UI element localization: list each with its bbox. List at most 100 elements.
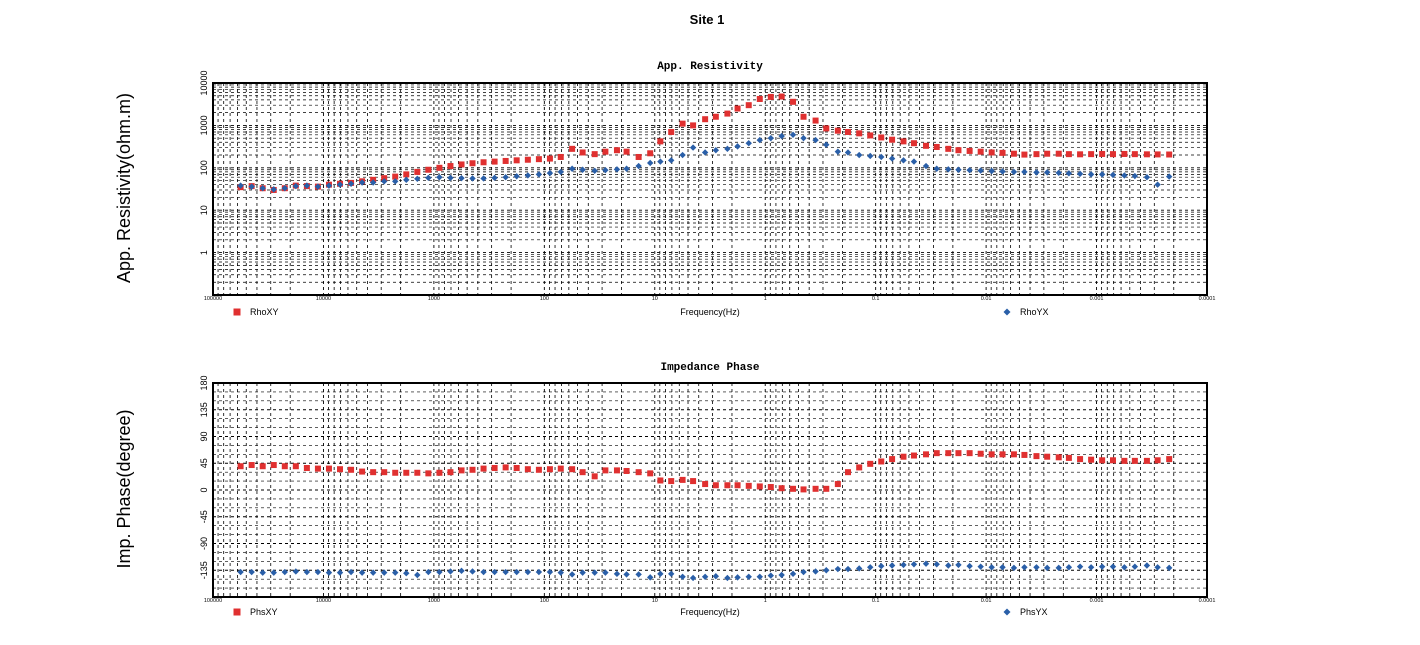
point-phsyx <box>513 568 520 576</box>
point-rhoxy <box>436 164 443 171</box>
point-phsyx <box>689 574 697 582</box>
point-rhoxy <box>945 145 952 152</box>
point-rhoxy <box>623 148 630 155</box>
point-rhoyx <box>524 172 532 179</box>
x-tick-label: 0.0001 <box>1199 296 1216 302</box>
point-rhoxy <box>502 157 509 164</box>
series-phsyx <box>237 560 1173 582</box>
point-phsxy <box>491 465 498 472</box>
point-phsxy <box>469 466 476 473</box>
point-rhoyx <box>647 159 654 167</box>
point-phsyx <box>922 560 930 567</box>
x-tick-label: 100000 <box>204 598 222 604</box>
point-rhoyx <box>1165 173 1173 180</box>
point-rhoxy <box>535 156 542 163</box>
x-tick-label: 0.001 <box>1090 598 1104 604</box>
point-rhoyx <box>1154 181 1161 188</box>
point-rhoyx <box>436 174 443 181</box>
point-phsxy <box>546 466 553 473</box>
x-tick-label: 100 <box>540 296 549 302</box>
point-rhoyx <box>701 149 709 156</box>
legend-label: RhoYX <box>1020 307 1049 317</box>
legend-marker <box>1003 308 1011 316</box>
point-phsyx <box>812 568 819 575</box>
point-rhoxy <box>392 173 399 180</box>
point-rhoxy <box>823 125 830 132</box>
point-rhoxy <box>955 147 962 154</box>
point-phsyx <box>270 569 277 576</box>
point-rhoxy <box>1055 150 1062 157</box>
point-rhoyx <box>1043 169 1051 176</box>
point-rhoxy <box>845 128 852 135</box>
point-phsxy <box>945 450 952 457</box>
point-phsxy <box>1143 457 1150 464</box>
y-tick-label: -135 <box>199 561 209 579</box>
x-tick-label: 0.01 <box>981 296 992 302</box>
point-phsyx <box>458 567 465 575</box>
point-phsxy <box>248 462 255 469</box>
legend-item-phsyx: PhsYX <box>1003 607 1048 617</box>
point-phsxy <box>237 463 244 470</box>
point-rhoxy <box>657 138 664 145</box>
point-rhoyx <box>259 185 266 192</box>
point-phsxy <box>933 450 940 457</box>
x-tick-label: 1 <box>764 598 767 604</box>
y-tick-label: 45 <box>199 458 209 468</box>
point-rhoxy <box>988 149 995 156</box>
point-phsyx <box>469 568 476 575</box>
point-phsyx <box>734 574 741 581</box>
point-phsxy <box>1077 456 1084 463</box>
point-rhoyx <box>635 162 642 170</box>
point-rhoyx <box>325 182 333 189</box>
point-rhoxy <box>569 145 576 152</box>
point-rhoxy <box>1109 151 1116 158</box>
point-rhoxy <box>414 168 421 175</box>
series-rhoyx <box>237 131 1173 193</box>
point-rhoyx <box>623 165 630 172</box>
point-rhoxy <box>425 166 432 173</box>
point-rhoxy <box>635 153 642 160</box>
point-rhoyx <box>358 179 366 186</box>
point-rhoyx <box>945 166 952 173</box>
point-phsyx <box>966 562 973 570</box>
point-rhoyx <box>1087 171 1095 178</box>
point-rhoxy <box>447 163 454 170</box>
point-rhoxy <box>790 98 797 105</box>
point-rhoyx <box>425 174 432 182</box>
point-rhoxy <box>923 142 930 149</box>
point-rhoyx <box>878 153 885 161</box>
point-phsxy <box>790 485 797 492</box>
point-phsyx <box>546 568 554 576</box>
point-phsyx <box>756 573 763 580</box>
point-rhoyx <box>867 152 874 160</box>
plot-frame <box>212 382 1208 598</box>
point-rhoyx <box>734 143 741 150</box>
point-phsyx <box>800 568 807 576</box>
point-phsyx <box>867 564 874 571</box>
point-rhoxy <box>491 158 498 165</box>
point-phsxy <box>579 469 586 476</box>
point-rhoxy <box>724 110 731 117</box>
point-phsxy <box>569 466 576 473</box>
point-phsyx <box>535 568 543 576</box>
point-rhoxy <box>933 143 940 150</box>
point-phsxy <box>348 466 355 473</box>
point-phsyx <box>1098 563 1106 570</box>
point-rhoyx <box>270 186 277 193</box>
point-rhoyx <box>248 183 255 190</box>
y-tick-label: 90 <box>199 431 209 441</box>
point-phsxy <box>1088 456 1095 463</box>
point-phsyx <box>900 561 907 569</box>
point-phsxy <box>392 469 399 476</box>
point-rhoxy <box>403 171 410 178</box>
y-tick-label: 0 <box>199 487 209 492</box>
point-rhoxy <box>469 160 476 167</box>
point-phsxy <box>834 481 841 488</box>
point-phsyx <box>1021 564 1028 571</box>
point-rhoxy <box>668 128 675 135</box>
point-rhoxy <box>1010 150 1017 157</box>
point-phsxy <box>1065 454 1072 461</box>
point-phsyx <box>844 565 852 573</box>
point-phsxy <box>292 463 299 470</box>
